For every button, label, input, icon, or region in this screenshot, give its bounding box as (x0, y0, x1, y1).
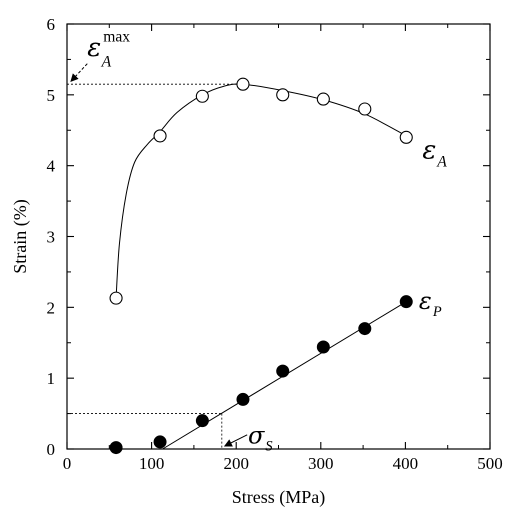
series-a-fit-curve (115, 83, 407, 299)
series-p-point (236, 392, 250, 406)
annotations: ε max A σS εA εP (70, 29, 447, 455)
y-tick-label: 2 (47, 298, 56, 317)
series-p-point (153, 435, 167, 449)
series-a-point (195, 89, 209, 103)
axis-ticks (66, 23, 491, 450)
y-tick-label: 1 (47, 369, 56, 388)
plot-frame (66, 23, 491, 450)
eps-a-max-label: ε max A (87, 29, 130, 71)
series-a-point (109, 291, 123, 305)
series-a-point (153, 129, 167, 143)
tick-labels: 0 100 200 300 400 500 0 1 2 3 4 5 6 (47, 15, 503, 473)
x-tick-label: 300 (308, 454, 334, 473)
sigma-s-label: σS (248, 421, 273, 454)
y-axis-label: Strain (%) (10, 199, 31, 273)
series-a-point (316, 92, 330, 106)
x-tick-label: 500 (477, 454, 503, 473)
series-a-point (236, 77, 250, 91)
x-tick-label: 200 (223, 454, 249, 473)
x-tick-label: 100 (139, 454, 165, 473)
x-tick-label: 0 (63, 454, 72, 473)
series-p-point (109, 441, 123, 455)
series-p-label: εP (419, 287, 442, 320)
series-p-point (358, 322, 372, 336)
x-axis-label: Stress (MPa) (232, 487, 326, 508)
series-p-point (276, 364, 290, 378)
y-tick-label: 4 (47, 157, 56, 176)
y-tick-label: 6 (47, 15, 56, 34)
series-p-point (399, 295, 413, 309)
series-p-point (195, 414, 209, 428)
eps-a-max-arrow (70, 63, 88, 82)
data-points (109, 77, 413, 455)
series-a-point (399, 130, 413, 144)
y-tick-label: 3 (47, 228, 56, 247)
series-a-label: εA (422, 136, 447, 171)
series-a-point (276, 88, 290, 102)
reference-lines (67, 83, 243, 449)
sigma-s-arrow (223, 434, 248, 447)
y-tick-label: 5 (47, 86, 56, 105)
y-tick-label: 0 (47, 440, 56, 459)
series-a-point (358, 102, 372, 116)
series-p-point (316, 340, 330, 354)
x-tick-label: 400 (393, 454, 419, 473)
